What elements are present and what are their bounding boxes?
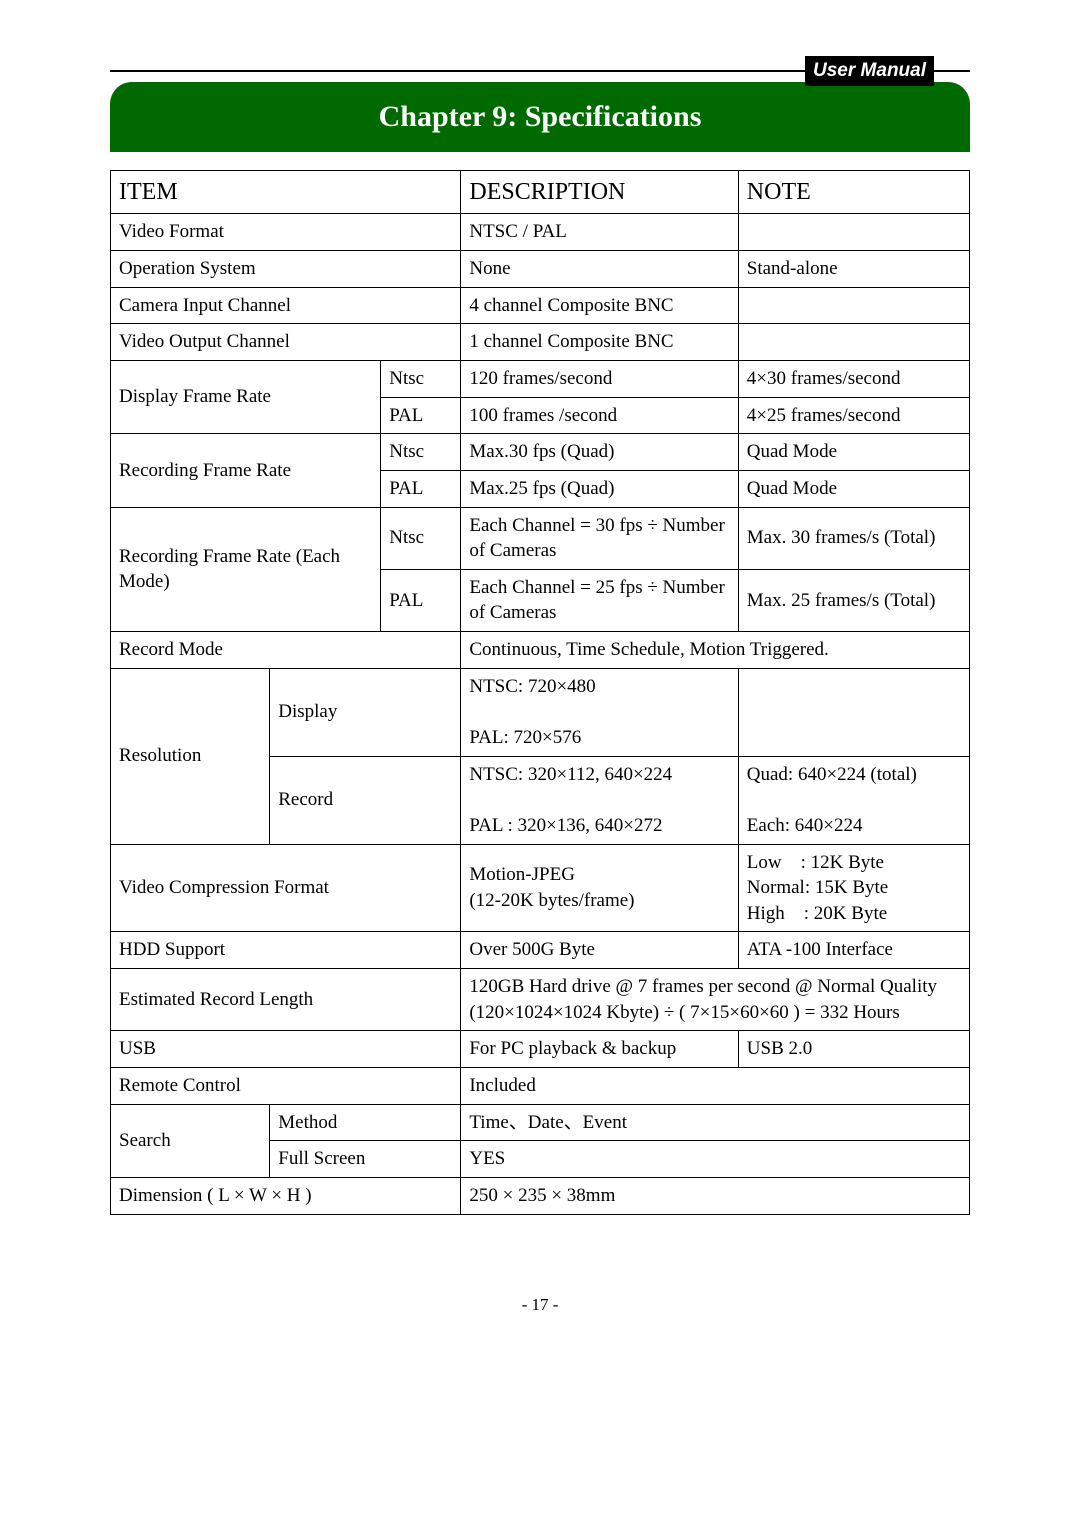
cell-item: Remote Control [111, 1068, 461, 1105]
row-rfr-each-ntsc: Recording Frame Rate (Each Mode) Ntsc Ea… [111, 507, 970, 569]
cell-note: Quad: 640×224 (total) Each: 640×224 [738, 756, 969, 844]
cell-desc: Over 500G Byte [461, 932, 738, 969]
cell-desc: Max.30 fps (Quad) [461, 434, 738, 471]
cell-note [738, 214, 969, 251]
cell-desc: Included [461, 1068, 970, 1105]
cell-item: Search [111, 1104, 270, 1177]
row-dfr-ntsc: Display Frame Rate Ntsc 120 frames/secon… [111, 360, 970, 397]
cell-item: Dimension ( L × W × H ) [111, 1177, 461, 1214]
cell-sub: Display [270, 668, 461, 756]
cell-desc: Each Channel = 25 fps ÷ Number of Camera… [461, 569, 738, 631]
cell-desc: 120 frames/second [461, 360, 738, 397]
cell-sub: Full Screen [270, 1141, 461, 1178]
table-header-row: ITEM DESCRIPTION NOTE [111, 171, 970, 214]
page-root: User Manual Chapter 9: Specifications IT… [0, 0, 1080, 1355]
cell-sub: PAL [381, 397, 461, 434]
cell-desc: Max.25 fps (Quad) [461, 470, 738, 507]
row-res-display: Resolution Display NTSC: 720×480 PAL: 72… [111, 668, 970, 756]
cell-item: Resolution [111, 668, 270, 844]
cell-item: Video Output Channel [111, 324, 461, 361]
cell-note: ATA -100 Interface [738, 932, 969, 969]
cell-sub: Record [270, 756, 461, 844]
row-op-sys: Operation System None Stand-alone [111, 251, 970, 288]
cell-note: Max. 30 frames/s (Total) [738, 507, 969, 569]
cell-desc: NTSC / PAL [461, 214, 738, 251]
user-manual-label: User Manual [805, 56, 934, 86]
cell-item: Video Compression Format [111, 844, 461, 932]
row-remote: Remote Control Included [111, 1068, 970, 1105]
cell-note: USB 2.0 [738, 1031, 969, 1068]
row-dim: Dimension ( L × W × H ) 250 × 235 × 38mm [111, 1177, 970, 1214]
cell-item: Operation System [111, 251, 461, 288]
cell-desc: Time、Date、Event [461, 1104, 970, 1141]
cell-item: Estimated Record Length [111, 969, 461, 1031]
cell-item: HDD Support [111, 932, 461, 969]
th-desc: DESCRIPTION [461, 171, 738, 214]
spec-table: ITEM DESCRIPTION NOTE Video Format NTSC … [110, 170, 970, 1215]
cell-item: USB [111, 1031, 461, 1068]
header-rule-wrap: User Manual [110, 70, 970, 72]
row-erl: Estimated Record Length 120GB Hard drive… [111, 969, 970, 1031]
cell-desc: For PC playback & backup [461, 1031, 738, 1068]
cell-note: Quad Mode [738, 434, 969, 471]
row-rec-mode: Record Mode Continuous, Time Schedule, M… [111, 632, 970, 669]
cell-desc: Each Channel = 30 fps ÷ Number of Camera… [461, 507, 738, 569]
cell-desc: NTSC: 320×112, 640×224 PAL : 320×136, 64… [461, 756, 738, 844]
row-search-method: Search Method Time、Date、Event [111, 1104, 970, 1141]
cell-desc: None [461, 251, 738, 288]
row-usb: USB For PC playback & backup USB 2.0 [111, 1031, 970, 1068]
row-vcf: Video Compression Format Motion-JPEG (12… [111, 844, 970, 932]
cell-desc: Continuous, Time Schedule, Motion Trigge… [461, 632, 970, 669]
cell-sub: Ntsc [381, 434, 461, 471]
row-cam-in: Camera Input Channel 4 channel Composite… [111, 287, 970, 324]
cell-item: Camera Input Channel [111, 287, 461, 324]
cell-desc: Motion-JPEG (12-20K bytes/frame) [461, 844, 738, 932]
cell-note [738, 287, 969, 324]
cell-note [738, 668, 969, 756]
cell-item: Record Mode [111, 632, 461, 669]
page-number: - 17 - [110, 1295, 970, 1315]
cell-sub: Ntsc [381, 507, 461, 569]
cell-desc: 120GB Hard drive @ 7 frames per second @… [461, 969, 970, 1031]
cell-note [738, 324, 969, 361]
row-video-format: Video Format NTSC / PAL [111, 214, 970, 251]
row-rfr-ntsc: Recording Frame Rate Ntsc Max.30 fps (Qu… [111, 434, 970, 471]
cell-sub: PAL [381, 470, 461, 507]
cell-item: Recording Frame Rate [111, 434, 381, 507]
cell-note: Stand-alone [738, 251, 969, 288]
cell-sub: Ntsc [381, 360, 461, 397]
cell-desc: YES [461, 1141, 970, 1178]
cell-note: Max. 25 frames/s (Total) [738, 569, 969, 631]
cell-note: 4×30 frames/second [738, 360, 969, 397]
cell-desc: 100 frames /second [461, 397, 738, 434]
cell-desc: 250 × 235 × 38mm [461, 1177, 970, 1214]
row-vid-out: Video Output Channel 1 channel Composite… [111, 324, 970, 361]
th-note: NOTE [738, 171, 969, 214]
cell-note: Quad Mode [738, 470, 969, 507]
row-hdd: HDD Support Over 500G Byte ATA -100 Inte… [111, 932, 970, 969]
chapter-title-banner: Chapter 9: Specifications [110, 82, 970, 152]
cell-item: Display Frame Rate [111, 360, 381, 433]
th-item: ITEM [111, 171, 461, 214]
cell-desc: 1 channel Composite BNC [461, 324, 738, 361]
cell-desc: 4 channel Composite BNC [461, 287, 738, 324]
cell-sub: Method [270, 1104, 461, 1141]
cell-sub: PAL [381, 569, 461, 631]
cell-note: 4×25 frames/second [738, 397, 969, 434]
cell-item: Recording Frame Rate (Each Mode) [111, 507, 381, 632]
cell-item: Video Format [111, 214, 461, 251]
cell-desc: NTSC: 720×480 PAL: 720×576 [461, 668, 738, 756]
cell-note: Low : 12K Byte Normal: 15K Byte High : 2… [738, 844, 969, 932]
